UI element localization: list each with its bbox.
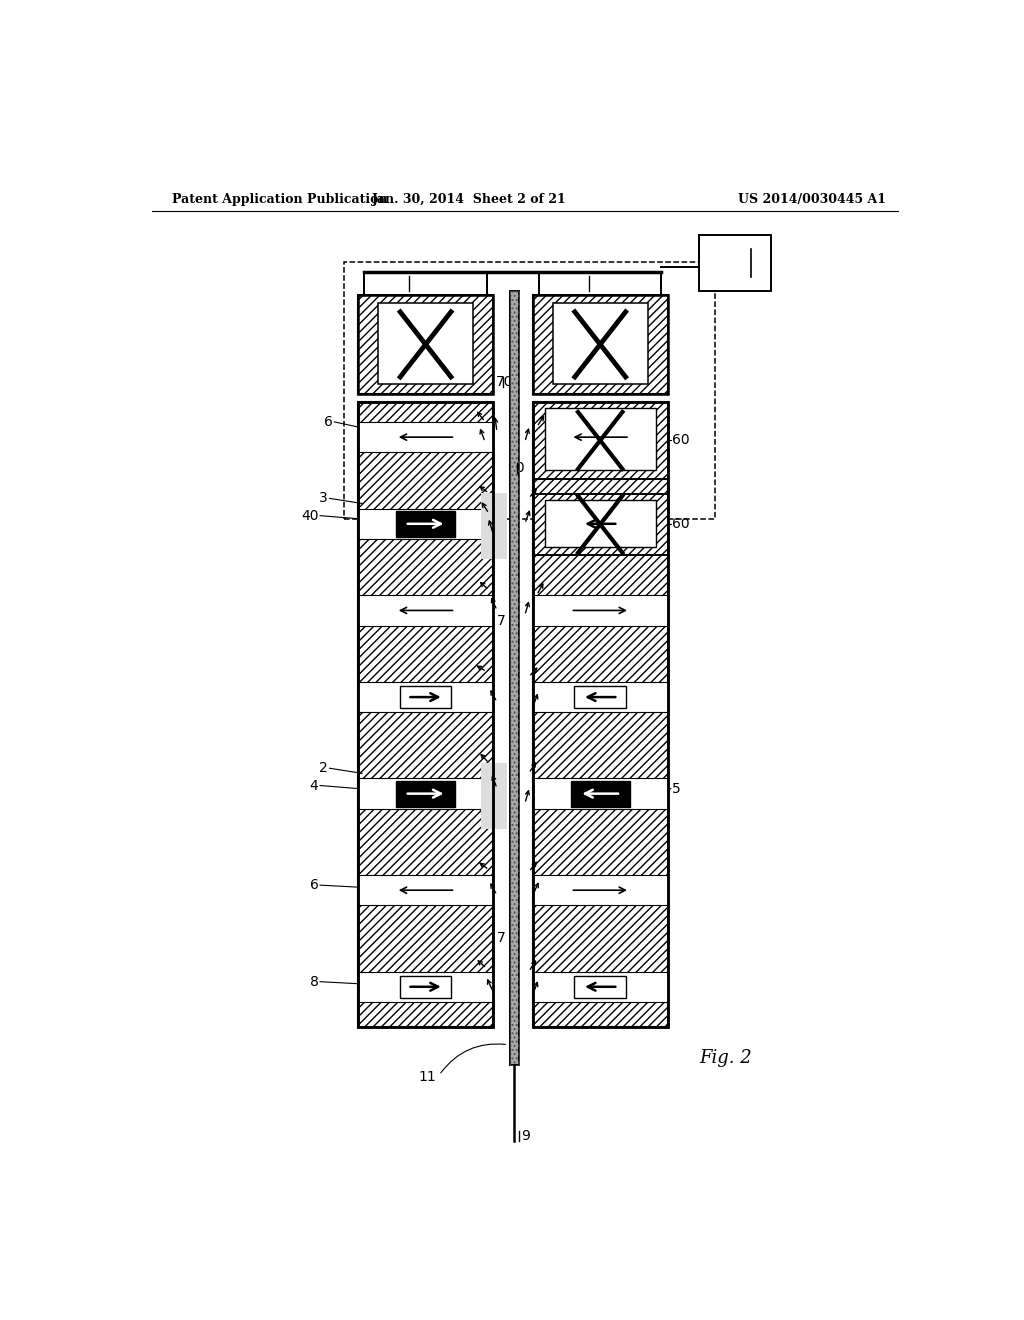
FancyBboxPatch shape [358,595,494,626]
FancyBboxPatch shape [358,294,494,395]
FancyBboxPatch shape [532,294,668,395]
Text: US 2014/0030445 A1: US 2014/0030445 A1 [738,193,886,206]
FancyBboxPatch shape [570,781,630,807]
FancyBboxPatch shape [481,494,507,560]
Text: 1: 1 [394,276,403,289]
FancyBboxPatch shape [532,494,668,554]
FancyBboxPatch shape [545,408,655,470]
Text: 10: 10 [562,276,580,289]
FancyBboxPatch shape [358,972,494,1002]
FancyBboxPatch shape [365,272,486,294]
FancyBboxPatch shape [532,403,668,1027]
Text: 8: 8 [309,974,318,989]
Text: 70: 70 [496,375,513,389]
FancyBboxPatch shape [396,511,456,537]
Text: Fig. 2: Fig. 2 [699,1049,753,1067]
FancyBboxPatch shape [358,875,494,906]
FancyBboxPatch shape [358,508,494,539]
Text: 7: 7 [497,614,506,627]
FancyBboxPatch shape [396,781,456,807]
Text: 13: 13 [725,255,744,271]
Text: 90: 90 [507,461,525,475]
FancyBboxPatch shape [545,500,655,546]
FancyBboxPatch shape [532,403,668,479]
Text: 6: 6 [309,878,318,892]
Text: 5: 5 [672,781,680,796]
Text: 11: 11 [418,1071,436,1084]
Text: 60: 60 [672,433,689,447]
FancyBboxPatch shape [532,422,668,453]
FancyBboxPatch shape [532,875,668,906]
FancyBboxPatch shape [532,972,668,1002]
Text: 6: 6 [324,414,333,429]
FancyBboxPatch shape [378,302,473,384]
FancyBboxPatch shape [574,512,626,535]
Text: 3: 3 [319,491,328,506]
FancyBboxPatch shape [699,235,771,290]
FancyBboxPatch shape [399,686,452,709]
FancyBboxPatch shape [553,302,648,384]
FancyBboxPatch shape [399,975,452,998]
Text: 2: 2 [319,762,328,775]
FancyBboxPatch shape [574,975,626,998]
Text: 4: 4 [309,779,318,792]
FancyBboxPatch shape [510,290,519,1065]
FancyBboxPatch shape [532,779,668,809]
FancyBboxPatch shape [539,272,662,294]
FancyBboxPatch shape [481,763,507,829]
FancyBboxPatch shape [358,403,494,1027]
Text: Patent Application Publication: Patent Application Publication [172,193,387,206]
FancyBboxPatch shape [532,595,668,626]
FancyBboxPatch shape [358,422,494,453]
FancyBboxPatch shape [358,682,494,713]
Text: 40: 40 [301,508,318,523]
Text: 7: 7 [497,931,506,945]
FancyBboxPatch shape [358,779,494,809]
Text: 9: 9 [521,1129,529,1143]
FancyBboxPatch shape [532,508,668,539]
Text: 60: 60 [672,517,689,532]
FancyBboxPatch shape [532,682,668,713]
Text: Jan. 30, 2014  Sheet 2 of 21: Jan. 30, 2014 Sheet 2 of 21 [372,193,566,206]
FancyBboxPatch shape [574,686,626,709]
